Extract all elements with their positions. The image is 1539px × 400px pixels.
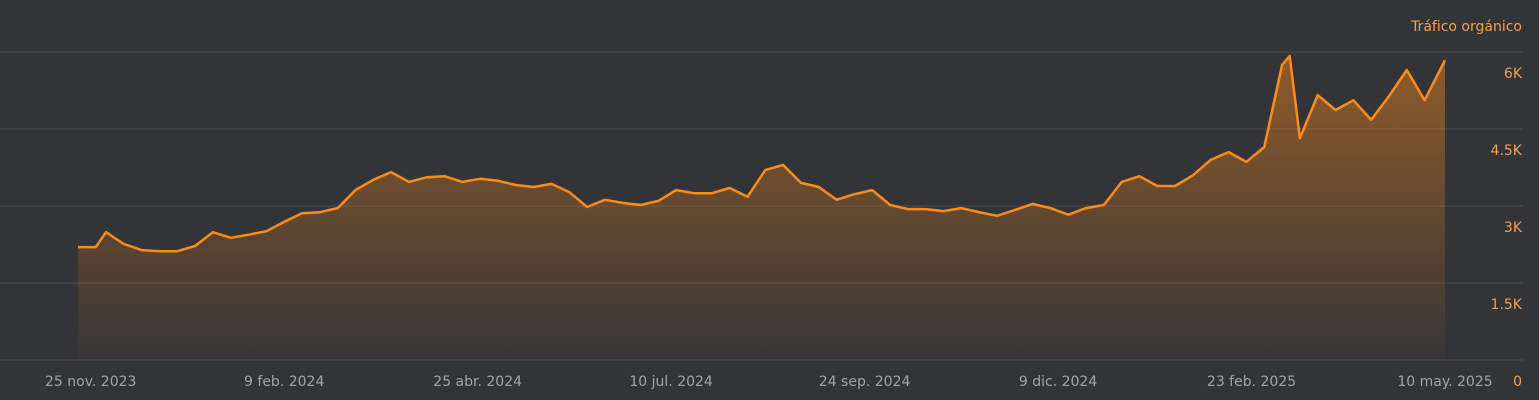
area — [78, 56, 1445, 360]
x-tick-label: 9 dic. 2024 — [1019, 374, 1097, 390]
x-tick-label: 10 jul. 2024 — [629, 374, 713, 390]
y-tick-label: 1.5K — [1491, 297, 1523, 313]
line — [78, 54, 1447, 253]
x-tick-label: 10 may. 2025 — [1397, 374, 1492, 390]
chart-title: Tráfico orgánico — [1410, 19, 1522, 35]
x-tick-label: 25 nov. 2023 — [45, 374, 136, 390]
y-tick-label: 4.5K — [1491, 143, 1523, 159]
y-tick-label: 3K — [1504, 220, 1523, 236]
x-tick-label: 24 sep. 2024 — [819, 374, 911, 390]
y-tick-label: 6K — [1504, 66, 1523, 82]
x-tick-label: 23 feb. 2025 — [1207, 374, 1296, 390]
y-tick-label: 0 — [1513, 374, 1522, 390]
x-tick-label: 9 feb. 2024 — [244, 374, 324, 390]
x-tick-label: 25 abr. 2024 — [433, 374, 522, 390]
